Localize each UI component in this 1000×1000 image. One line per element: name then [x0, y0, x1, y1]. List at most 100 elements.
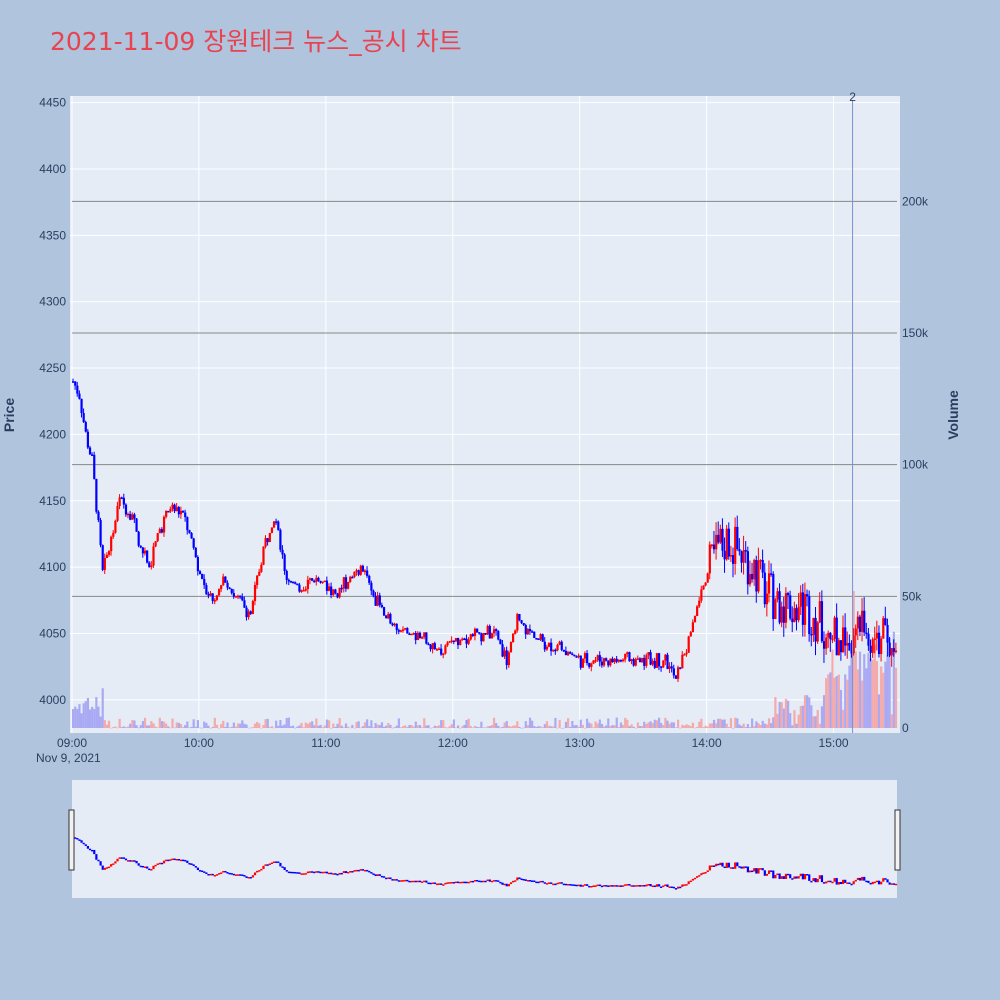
slider-candle	[203, 871, 206, 873]
volume-bar	[886, 655, 889, 728]
range-slider-left-handle[interactable]	[68, 809, 75, 871]
slider-candle	[237, 874, 240, 876]
candle-body	[264, 538, 267, 547]
candle-body	[577, 655, 580, 658]
candle-body	[285, 570, 288, 580]
candle-body	[693, 616, 697, 623]
candle-body	[806, 594, 809, 597]
candle-body	[524, 625, 527, 635]
slider-candle	[884, 878, 887, 880]
volume-bar	[397, 718, 400, 728]
candle-body	[516, 614, 519, 631]
candle-body	[270, 527, 274, 533]
candle-body	[374, 595, 377, 606]
slider-candle	[484, 880, 487, 883]
slider-candle	[547, 882, 551, 884]
volume-bar	[833, 677, 836, 728]
slider-candle	[253, 872, 257, 876]
slider-candle	[602, 885, 606, 887]
volume-bar	[537, 726, 540, 728]
slider-candle	[871, 881, 874, 885]
volume-bar	[169, 727, 172, 729]
slider-candle	[435, 883, 439, 886]
slider-candle	[698, 875, 701, 877]
candle-body	[395, 623, 398, 631]
slider-candle	[173, 858, 176, 861]
range-slider[interactable]	[68, 780, 901, 898]
slider-candle	[586, 884, 589, 886]
volume-bar	[207, 725, 210, 728]
slider-candle	[767, 870, 771, 874]
volume-bar	[787, 700, 790, 728]
volume-bar	[334, 726, 337, 728]
volume-bar	[562, 727, 565, 729]
candle-body	[476, 628, 479, 633]
volume-bar	[342, 727, 345, 728]
volume-bar	[812, 716, 815, 728]
slider-candle	[727, 862, 730, 868]
volume-bar	[520, 727, 523, 729]
slider-candle	[361, 869, 365, 871]
slider-candle	[306, 871, 310, 874]
slider-candle	[520, 878, 523, 881]
candle-body	[478, 632, 481, 634]
volume-bar	[590, 723, 593, 728]
slider-candle	[382, 876, 386, 878]
slider-candle	[554, 883, 557, 886]
volume-bar	[435, 726, 439, 728]
slider-candle	[86, 845, 90, 849]
slider-candle	[734, 862, 737, 869]
candle-body	[253, 584, 257, 602]
slider-candle	[380, 875, 384, 878]
candle-body	[793, 608, 796, 623]
slider-candle	[512, 880, 515, 883]
volume-bar	[220, 724, 223, 728]
x-tick-label: 15:00	[819, 736, 849, 750]
slider-candle	[670, 886, 673, 888]
volume-bar	[641, 725, 644, 728]
volume-bar	[357, 721, 360, 728]
slider-candle	[818, 875, 821, 879]
volume-bar	[780, 702, 783, 728]
candle-body	[583, 653, 587, 659]
volume-bar	[112, 727, 115, 728]
volume-bar	[490, 725, 494, 728]
volume-bar	[385, 725, 388, 728]
candle-body	[490, 633, 494, 639]
slider-candle	[495, 880, 498, 882]
slider-candle	[370, 872, 373, 874]
slider-candle	[192, 864, 195, 867]
candle-body	[833, 617, 836, 639]
slider-candle	[571, 884, 574, 886]
slider-candle	[169, 859, 172, 861]
candle-body	[268, 532, 271, 542]
volume-bar	[264, 719, 267, 728]
volume-bar	[890, 714, 893, 728]
volume-bar	[330, 727, 333, 729]
volume-bar	[97, 706, 100, 728]
slider-candle	[143, 866, 147, 869]
candle-body	[150, 565, 153, 568]
volume-bar	[459, 727, 462, 729]
candle-body	[632, 659, 635, 666]
slider-candle	[298, 872, 301, 874]
volume-bar	[531, 720, 534, 728]
y-tick-label: 4350	[39, 228, 66, 242]
range-slider-right-handle[interactable]	[894, 809, 901, 871]
volume-bar	[304, 722, 307, 728]
candle-body	[767, 573, 771, 594]
slider-candle	[368, 870, 371, 873]
candle-body	[127, 513, 130, 516]
slider-candle	[609, 885, 612, 887]
slider-candle	[822, 882, 826, 884]
candle-body	[865, 632, 868, 635]
slider-candle	[418, 880, 422, 883]
volume-bar	[306, 723, 310, 728]
volume-bar	[440, 720, 443, 728]
slider-candle	[590, 886, 593, 888]
volume-bar	[74, 706, 77, 728]
candle-body	[634, 659, 637, 666]
candle-body	[467, 639, 470, 644]
slider-candle	[558, 882, 561, 884]
date-label: Nov 9, 2021	[36, 751, 101, 765]
